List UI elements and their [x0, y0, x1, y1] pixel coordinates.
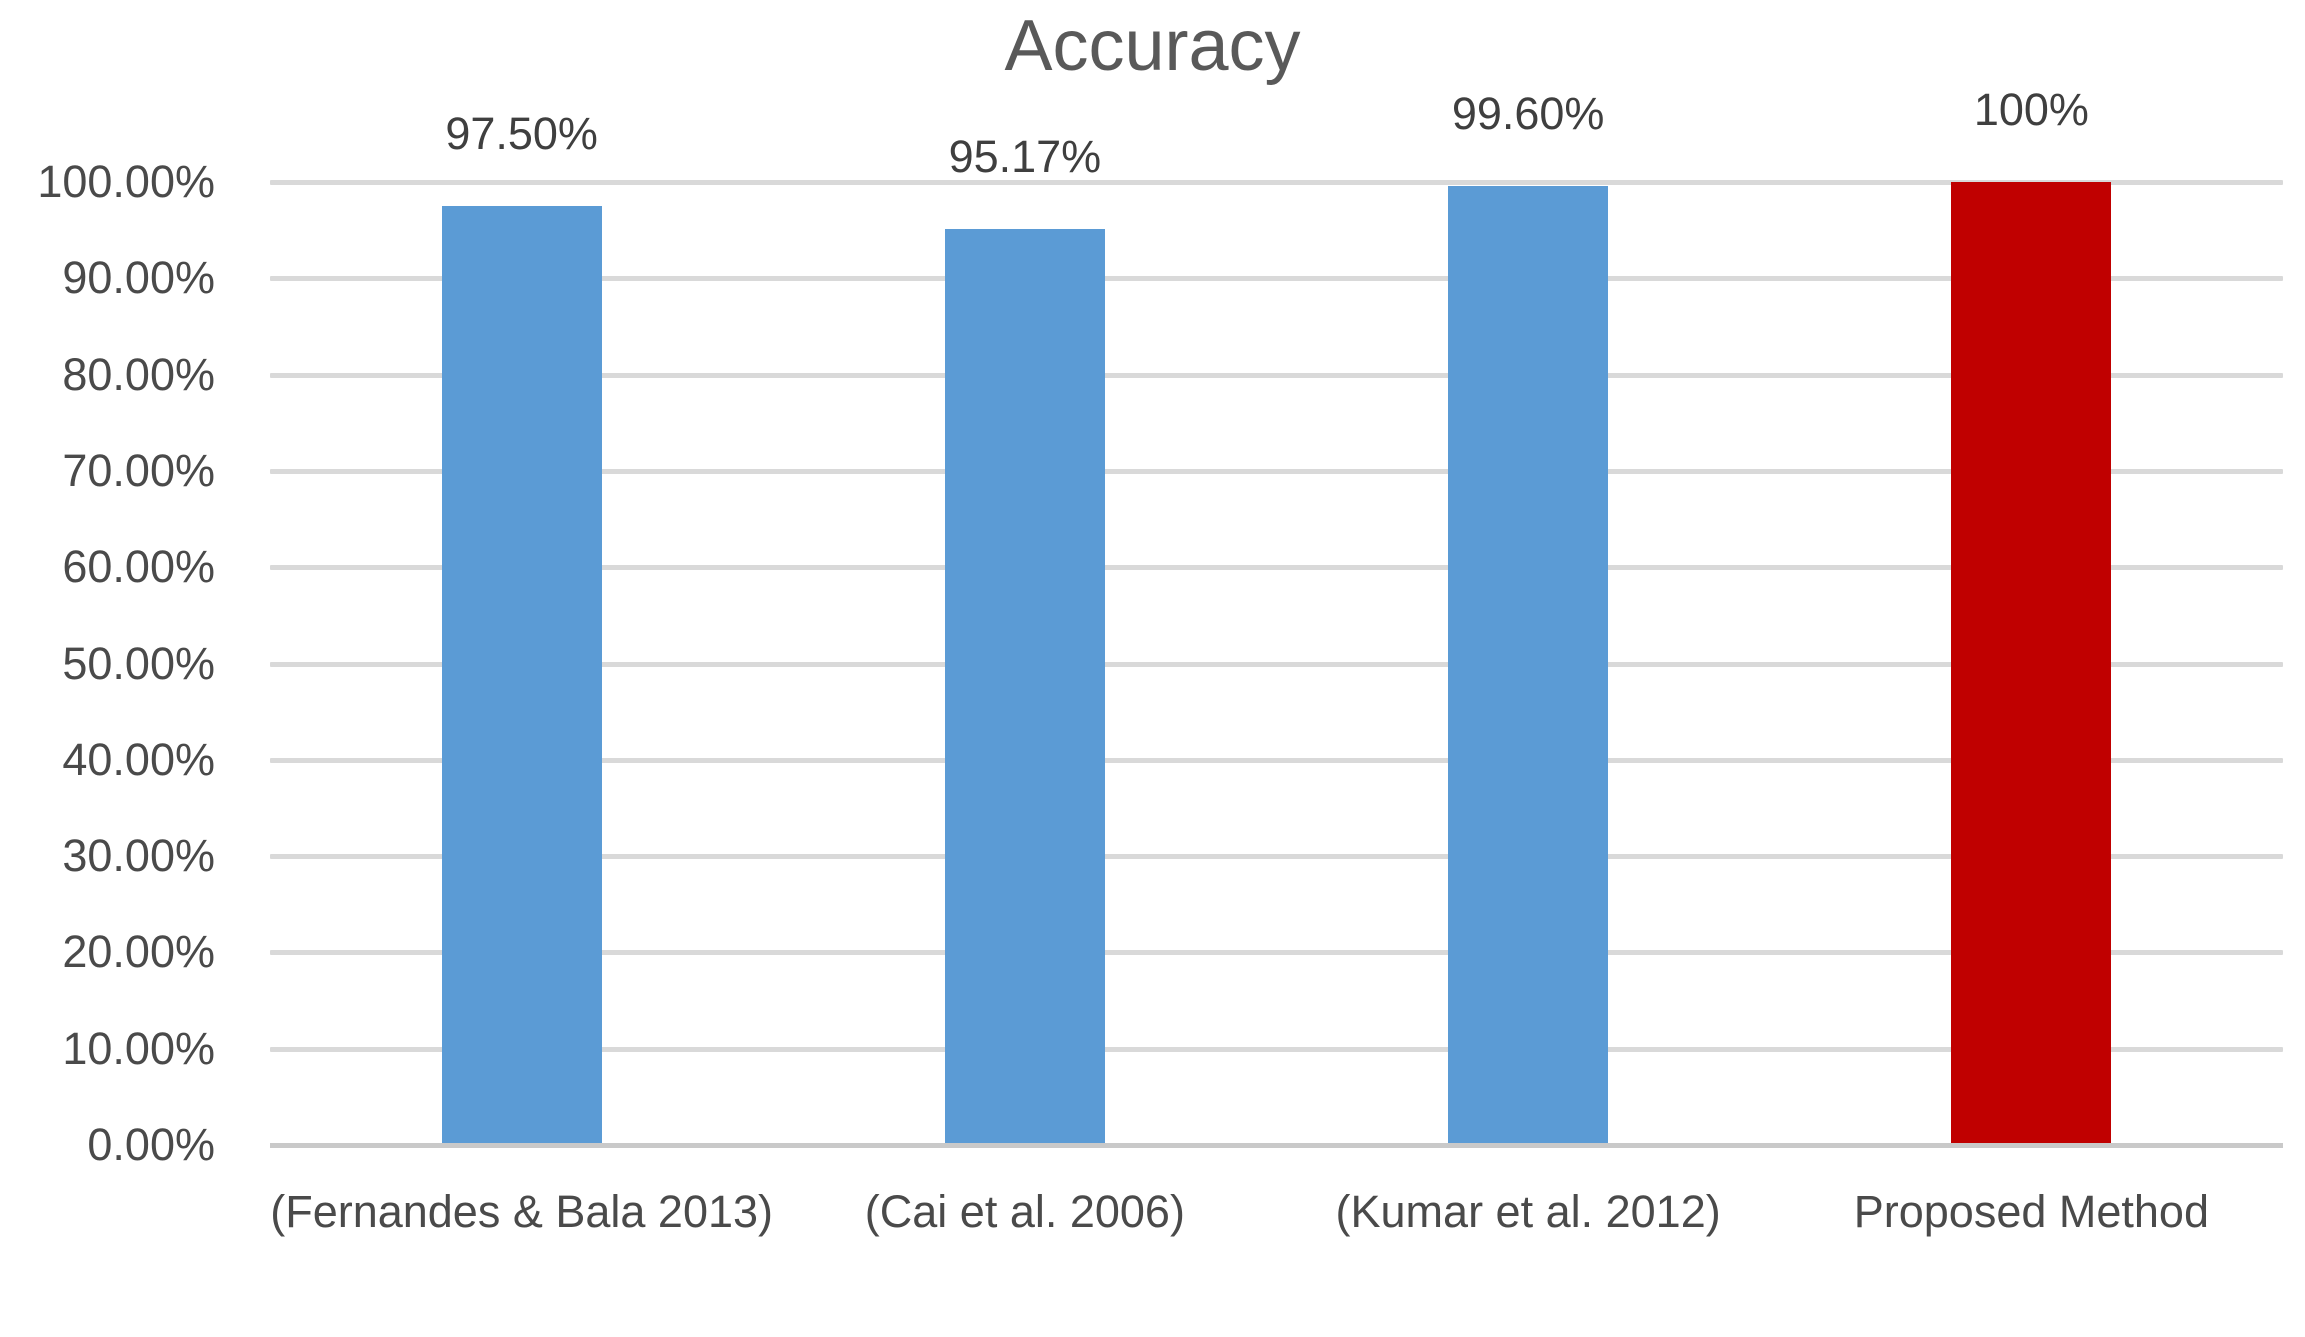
gridline: [270, 276, 2283, 282]
data-label: 95.17%: [948, 130, 1102, 182]
x-category-label: (Cai et al. 2006): [864, 1186, 1185, 1237]
bar-2: [944, 228, 1105, 1143]
x-axis-line: [270, 1143, 2283, 1148]
gridline: [270, 372, 2283, 378]
y-tick-label: 70.00%: [62, 444, 215, 496]
x-category-label: (Kumar et al. 2012): [1335, 1186, 1721, 1237]
y-tick-label: 90.00%: [62, 252, 215, 304]
bar-4: [1951, 182, 2112, 1143]
gridline: [270, 950, 2283, 956]
y-tick-label: 100.00%: [37, 156, 215, 207]
y-tick-label: 20.00%: [62, 926, 215, 978]
gridline: [270, 854, 2283, 860]
bar-3: [1448, 185, 1609, 1143]
gridline: [270, 180, 2283, 185]
y-tick-label: 80.00%: [62, 348, 215, 400]
gridline: [270, 468, 2283, 474]
x-category-label: (Fernandes & Bala 2013): [270, 1186, 774, 1237]
bar-1: [441, 206, 602, 1143]
y-tick-label: 40.00%: [62, 733, 215, 785]
gridline: [270, 565, 2283, 571]
x-category-label: Proposed Method: [1853, 1186, 2209, 1237]
gridline: [270, 757, 2283, 763]
y-tick-label: 10.00%: [62, 1022, 215, 1074]
y-tick-label: 50.00%: [62, 637, 215, 689]
gridline: [270, 1046, 2283, 1052]
y-tick-label: 60.00%: [62, 541, 215, 593]
data-label: 99.60%: [1451, 87, 1605, 139]
y-tick-label: 0.00%: [87, 1119, 215, 1170]
y-tick-label: 30.00%: [62, 830, 215, 882]
data-label: 100%: [1973, 84, 2089, 135]
chart-title: Accuracy: [1004, 6, 1301, 86]
data-label: 97.50%: [445, 108, 598, 160]
gridline: [270, 661, 2283, 667]
